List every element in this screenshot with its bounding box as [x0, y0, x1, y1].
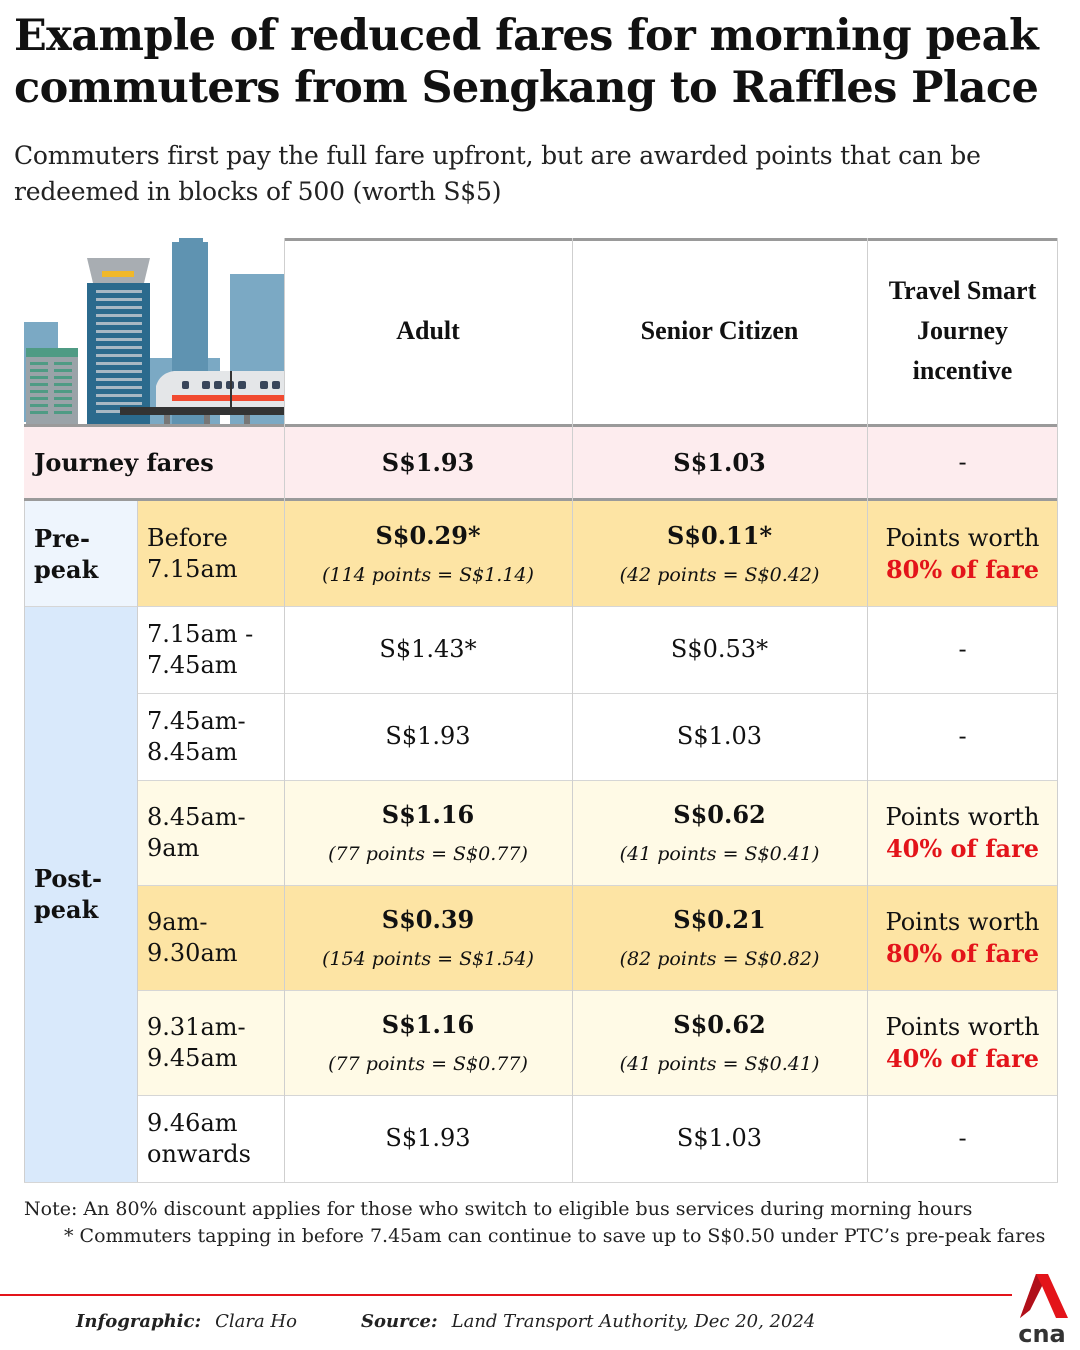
svg-text:cna: cna: [1018, 1320, 1066, 1344]
row-time: 7.15am - 7.45am: [147, 619, 254, 679]
table-row: [137, 781, 1058, 885]
row-time: Before 7.15am: [147, 523, 238, 583]
row-time: 8.45am- 9am: [147, 802, 246, 862]
table-row: [137, 501, 1058, 606]
page-subtitle: Commuters first pay the full fare upfron…: [14, 141, 981, 206]
group-prepeak: Pre-peak: [34, 523, 99, 584]
journey-adult: S$1.93: [381, 448, 475, 477]
incentive-label: Points worth: [885, 523, 1040, 552]
incentive: -: [958, 635, 967, 663]
incentive-label: Points worth: [885, 802, 1040, 831]
journey-label: Journey fares: [34, 448, 214, 477]
notes: Note: An 80% discount applies for those …: [24, 1196, 1074, 1250]
senior-fare: S$0.11*: [666, 521, 773, 550]
incentive-percent: 40% of fare: [885, 833, 1040, 863]
adult-points: (77 points = S$0.77): [328, 1053, 528, 1075]
page-title: Example of reduced fares for morning pea…: [14, 11, 1039, 113]
incentive-percent: 40% of fare: [885, 1043, 1040, 1073]
adult-fare: S$1.93: [385, 1124, 471, 1152]
incentive-percent: 80% of fare: [885, 554, 1040, 584]
adult-fare: S$0.29*: [375, 521, 481, 550]
senior-points: (82 points = S$0.82): [619, 948, 820, 970]
credit-infographic: Infographic: Clara Ho: [76, 1311, 297, 1332]
adult-fare: S$1.43*: [379, 635, 477, 663]
incentive-label: Points worth: [885, 907, 1040, 936]
adult-fare: S$1.93: [385, 722, 471, 750]
table-row: [137, 886, 1058, 990]
credit-source: Source: Land Transport Authority, Dec 20,…: [361, 1311, 815, 1332]
row-time: 9.46am onwards: [147, 1108, 251, 1168]
senior-fare: S$0.62: [673, 1010, 766, 1039]
adult-points: (154 points = S$1.54): [322, 948, 534, 970]
incentive-label: Points worth: [885, 1012, 1040, 1041]
incentive: -: [958, 722, 967, 750]
senior-fare: S$0.62: [673, 800, 766, 829]
header-adult: Adult: [396, 316, 460, 345]
adult-points: (114 points = S$1.14): [322, 564, 534, 586]
senior-fare: S$1.03: [676, 722, 763, 750]
note-discount: Note: An 80% discount applies for those …: [24, 1198, 973, 1220]
source-label: Source:: [361, 1311, 438, 1332]
adult-points: (77 points = S$0.77): [328, 843, 528, 865]
header-incentive: Travel Smart Journey incentive: [888, 276, 1037, 385]
senior-points: (41 points = S$0.41): [619, 843, 820, 865]
infographic-name: Clara Ho: [215, 1311, 297, 1332]
adult-fare: S$0.39: [381, 905, 475, 934]
senior-fare: S$0.21: [673, 905, 766, 934]
source-name: Land Transport Authority, Dec 20, 2024: [451, 1311, 816, 1332]
cna-logo-icon: cna: [1018, 1274, 1068, 1344]
group-postpeak: Post-peak: [34, 864, 102, 924]
row-time: 7.45am- 8.45am: [147, 706, 246, 766]
note-asterisk: * Commuters tapping in before 7.45am can…: [64, 1225, 1046, 1247]
senior-points: (41 points = S$0.41): [619, 1053, 820, 1075]
incentive: -: [958, 1124, 967, 1152]
incentive-percent: 80% of fare: [885, 938, 1040, 968]
senior-points: (42 points = S$0.42): [619, 564, 820, 586]
header-senior: Senior Citizen: [640, 316, 799, 345]
adult-fare: S$1.16: [381, 800, 475, 829]
row-time: 9am- 9.30am: [147, 907, 238, 967]
skyline-train-illustration: [24, 238, 284, 424]
journey-senior: S$1.03: [673, 448, 766, 477]
journey-row: [24, 427, 1058, 498]
footer-divider: [0, 1294, 1012, 1296]
table-row: [137, 991, 1058, 1095]
infographic-label: Infographic:: [76, 1311, 202, 1332]
adult-fare: S$1.16: [381, 1010, 475, 1039]
senior-fare: S$1.03: [676, 1124, 763, 1152]
row-time: 9.31am- 9.45am: [147, 1012, 246, 1072]
senior-fare: S$0.53*: [670, 635, 769, 663]
journey-incentive: -: [958, 448, 967, 476]
